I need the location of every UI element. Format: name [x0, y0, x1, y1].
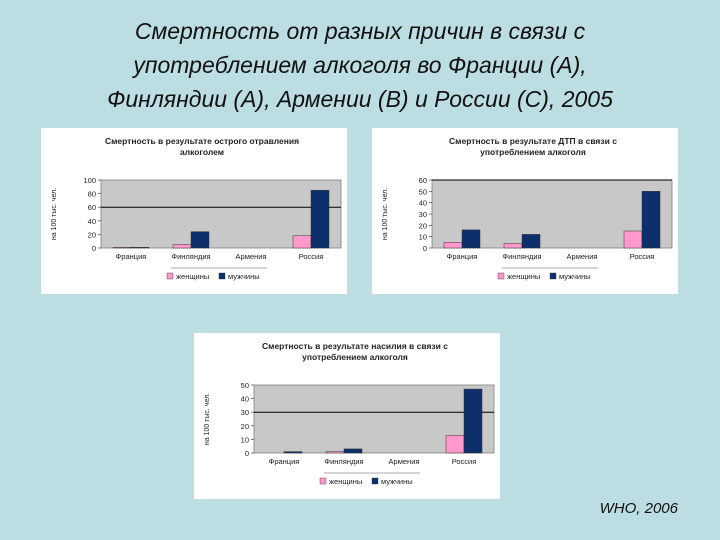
slide-title: Смертность от разных причин в связи с уп… [0, 14, 720, 116]
chart-panel-violence: Смертность в результате насилия в связи … [194, 333, 500, 499]
bar-женщины [112, 247, 132, 249]
x-tick-label: Армения [389, 457, 420, 466]
x-tick-label: Россия [452, 457, 477, 466]
chart-title-line: Смертность в результате ДТП в связи с [449, 136, 617, 146]
legend-label: мужчины [228, 272, 260, 281]
chart-violence: Смертность в результате насилия в связи … [204, 341, 495, 486]
y-tick-label: 100 [83, 176, 96, 185]
bar-мужчины [130, 247, 150, 249]
y-tick-label: 50 [241, 381, 249, 390]
chart-title-line: Смертность в результате насилия в связи … [262, 341, 448, 351]
bar-мужчины [641, 191, 661, 249]
chart-panel-traffic: Смертность в результате ДТП в связи с упо… [372, 128, 678, 294]
y-axis-label: на 100 тыс. чел. [204, 393, 211, 445]
y-tick-label: 0 [245, 449, 249, 458]
chart-poisoning: Смертность в результате острого отравлен… [51, 136, 342, 281]
chart-title-line: Смертность в результате острого отравлен… [105, 136, 299, 146]
chart-traffic: Смертность в результате ДТП в связи супо… [382, 136, 673, 281]
legend-swatch [218, 272, 226, 280]
legend-swatch [371, 477, 379, 485]
legend-label: мужчины [559, 272, 591, 281]
x-tick-label: Армения [567, 252, 598, 261]
y-tick-label: 30 [419, 210, 427, 219]
x-tick-label: Франция [447, 252, 478, 261]
x-tick-label: Финляндия [171, 252, 210, 261]
y-tick-label: 60 [88, 203, 96, 212]
y-tick-label: 10 [241, 435, 249, 444]
y-axis-label: на 100 тыс. чел. [382, 188, 389, 240]
y-tick-label: 50 [419, 187, 427, 196]
legend-label: мужчины [381, 477, 413, 486]
y-tick-label: 30 [241, 408, 249, 417]
x-tick-label: Россия [630, 252, 655, 261]
chart-title-line: алкоголем [180, 147, 224, 157]
legend-label: женщины [176, 272, 209, 281]
y-tick-label: 40 [88, 217, 96, 226]
x-tick-label: Финляндия [324, 457, 363, 466]
y-tick-label: 60 [419, 176, 427, 185]
bar-женщины [443, 242, 463, 249]
legend-label: женщины [507, 272, 540, 281]
slide-title-line: Смертность от разных причин в связи с [134, 18, 586, 44]
bar-мужчины [521, 234, 541, 249]
y-tick-label: 0 [92, 244, 96, 253]
y-tick-label: 0 [423, 244, 427, 253]
x-tick-label: Франция [269, 457, 300, 466]
bar-женщины [325, 451, 345, 454]
y-tick-label: 10 [419, 233, 427, 242]
y-tick-label: 20 [419, 221, 427, 230]
x-tick-label: Финляндия [502, 252, 541, 261]
bar-женщины [623, 230, 643, 249]
legend-swatch [549, 272, 557, 280]
legend-label: женщины [329, 477, 362, 486]
chart-title-line: употреблением алкоголя [480, 147, 586, 157]
x-tick-label: Франция [116, 252, 147, 261]
bar-мужчины [343, 448, 363, 454]
bar-женщины [503, 243, 523, 249]
bar-мужчины [310, 189, 330, 249]
slide-title-line: Финляндии (A), Армении (B) и России (C),… [107, 86, 613, 112]
y-tick-label: 20 [88, 230, 96, 239]
legend-swatch [319, 477, 327, 485]
chart-panel-poisoning: Смертность в результате острого отравлен… [41, 128, 347, 294]
source-note: WHO, 2006 [599, 500, 678, 517]
slide-title-line: употреблением алкоголя во Франции (A), [133, 52, 587, 78]
chart-title-line: употреблением алкоголя [302, 352, 408, 362]
bar-женщины [292, 235, 312, 249]
bar-мужчины [190, 231, 210, 249]
y-tick-label: 40 [241, 395, 249, 404]
x-tick-label: Россия [299, 252, 324, 261]
y-tick-label: 20 [241, 422, 249, 431]
bar-мужчины [461, 229, 481, 249]
legend-swatch [497, 272, 505, 280]
y-axis-label: на 100 тыс. чел. [51, 188, 58, 240]
y-tick-label: 80 [88, 190, 96, 199]
y-tick-label: 40 [419, 199, 427, 208]
x-tick-label: Армения [236, 252, 267, 261]
bar-женщины [172, 244, 192, 249]
bar-мужчины [463, 388, 483, 454]
legend-swatch [166, 272, 174, 280]
bar-женщины [445, 435, 465, 454]
bar-мужчины [283, 451, 303, 454]
